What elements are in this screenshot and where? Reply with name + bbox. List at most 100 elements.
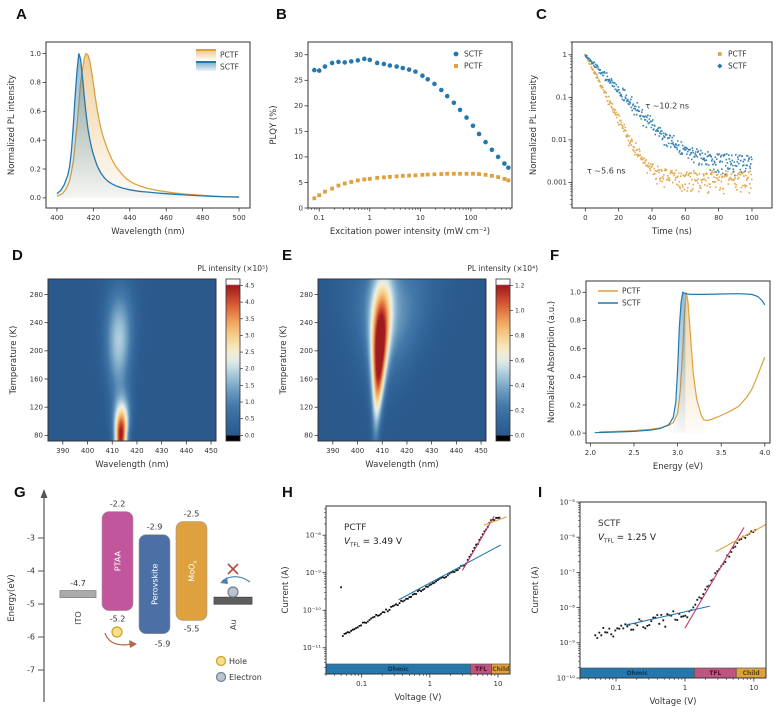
svg-text:0: 0 xyxy=(583,214,587,222)
svg-text:Temperature (K): Temperature (K) xyxy=(9,326,19,396)
svg-text:1.0: 1.0 xyxy=(245,399,255,406)
svg-text:0.5: 0.5 xyxy=(245,416,255,423)
svg-text:VTFL = 3.49 V: VTFL = 3.49 V xyxy=(344,537,403,549)
panel-c: C 0 20 40 60 80 100 1 0.1 0.01 0.001 Time (ns) Norm… xyxy=(520,0,780,245)
svg-text:0.1: 0.1 xyxy=(356,680,367,688)
panel-label-h: H xyxy=(282,484,293,501)
svg-text:0.8: 0.8 xyxy=(30,79,41,87)
svg-text:-2.9: -2.9 xyxy=(147,523,163,532)
svg-text:Wavelength (nm): Wavelength (nm) xyxy=(95,460,168,470)
svg-text:Current (A): Current (A) xyxy=(281,566,291,613)
svg-text:Wavelength (nm): Wavelength (nm) xyxy=(111,227,184,237)
svg-text:4.5: 4.5 xyxy=(245,282,255,289)
svg-text:-2.2: -2.2 xyxy=(110,500,126,509)
svg-text:0.8: 0.8 xyxy=(570,317,581,325)
svg-text:τ ~10.2 ns: τ ~10.2 ns xyxy=(645,101,689,110)
svg-text:420: 420 xyxy=(130,447,143,455)
panel-h: H Ohmic TFL Child 0.1 1 10 10⁻⁸ 10⁻⁹ 10⁻¹⁰ 10⁻¹¹ V… xyxy=(270,480,520,715)
svg-text:120: 120 xyxy=(30,403,43,411)
svg-text:10⁻⁸: 10⁻⁸ xyxy=(306,531,322,539)
svg-text:10⁻⁸: 10⁻⁸ xyxy=(560,604,576,612)
svg-text:-4.7: -4.7 xyxy=(70,579,86,588)
panel-label-c: C xyxy=(536,6,547,23)
svg-text:3.0: 3.0 xyxy=(672,449,683,457)
sclc-chart-sctf: Ohmic TFL Child 0.1 1 10 10⁻⁵ 10⁻⁶ 10⁻⁷ 10⁻⁸ 10⁻⁹ 1… xyxy=(531,498,767,707)
svg-text:-2.5: -2.5 xyxy=(184,510,200,519)
svg-text:15: 15 xyxy=(294,128,303,136)
svg-text:10⁻⁹: 10⁻⁹ xyxy=(560,639,576,647)
svg-text:0.0: 0.0 xyxy=(245,432,255,439)
svg-text:2.0: 2.0 xyxy=(245,366,255,373)
svg-text:τ ~5.6 ns: τ ~5.6 ns xyxy=(587,167,626,176)
svg-text:1: 1 xyxy=(368,214,372,222)
svg-text:Wavelength (nm): Wavelength (nm) xyxy=(365,460,438,470)
svg-text:10: 10 xyxy=(494,680,503,688)
svg-text:-5.5: -5.5 xyxy=(184,625,200,634)
svg-text:0.0: 0.0 xyxy=(30,194,41,202)
panel-label-g: G xyxy=(14,484,26,501)
svg-text:-5.2: -5.2 xyxy=(110,615,126,624)
svg-text:2.5: 2.5 xyxy=(245,349,255,356)
panel-label-a: A xyxy=(16,6,27,23)
svg-text:Au: Au xyxy=(229,619,238,630)
svg-text:1.0: 1.0 xyxy=(30,50,41,58)
svg-text:Normalized PL intensity: Normalized PL intensity xyxy=(7,75,17,175)
svg-text:100: 100 xyxy=(745,214,758,222)
svg-text:0.6: 0.6 xyxy=(30,108,42,116)
svg-text:0.6: 0.6 xyxy=(570,345,582,353)
svg-text:Ohmic: Ohmic xyxy=(627,670,649,677)
absorption-chart: 2.0 2.5 3.0 3.5 4.0 0.0 0.2 0.4 0.6 0.8 1.0 Energy … xyxy=(547,280,771,472)
svg-text:4.0: 4.0 xyxy=(245,299,255,306)
svg-text:3.5: 3.5 xyxy=(245,316,255,323)
svg-text:Energy (eV): Energy (eV) xyxy=(653,462,703,472)
svg-text:MoOx: MoOx xyxy=(188,560,199,582)
svg-text:10: 10 xyxy=(416,214,425,222)
svg-text:430: 430 xyxy=(155,447,168,455)
svg-text:3.5: 3.5 xyxy=(716,449,727,457)
svg-text:-5.9: -5.9 xyxy=(155,640,171,649)
svg-text:240: 240 xyxy=(30,319,43,327)
panel-a: A 400 420 440 460 480 500 0.0 0.2 0.4 0.6 0.8 1.0 Wa… xyxy=(0,0,260,245)
svg-text:0.2: 0.2 xyxy=(515,407,525,414)
svg-text:400: 400 xyxy=(351,447,364,455)
svg-text:PCTF: PCTF xyxy=(344,523,366,533)
svg-text:40: 40 xyxy=(648,214,657,222)
svg-text:450: 450 xyxy=(474,447,487,455)
plqy-chart: 0.1 1 10 100 0 5 10 15 20 25 30 Excitation power in… xyxy=(269,41,513,237)
svg-text:Normalized Absorption (a.u.): Normalized Absorption (a.u.) xyxy=(547,301,557,423)
svg-text:30: 30 xyxy=(294,51,303,59)
svg-text:PTAA: PTAA xyxy=(114,550,123,571)
svg-text:SCTF: SCTF xyxy=(728,62,747,71)
svg-text:2.0: 2.0 xyxy=(585,449,596,457)
svg-text:10⁻⁹: 10⁻⁹ xyxy=(306,569,322,577)
svg-text:0.6: 0.6 xyxy=(515,357,525,364)
svg-text:200: 200 xyxy=(30,347,43,355)
svg-text:120: 120 xyxy=(300,403,313,411)
svg-text:Ohmic: Ohmic xyxy=(388,666,410,673)
svg-text:1.2: 1.2 xyxy=(515,282,525,289)
svg-text:10⁻⁶: 10⁻⁶ xyxy=(560,534,576,542)
svg-text:80: 80 xyxy=(714,214,723,222)
svg-text:80: 80 xyxy=(34,432,43,440)
svg-text:0.0: 0.0 xyxy=(515,432,525,439)
svg-text:SCTF: SCTF xyxy=(598,519,621,529)
svg-text:Electron: Electron xyxy=(229,673,262,682)
svg-text:PCTF: PCTF xyxy=(464,62,483,71)
svg-text:10⁻⁷: 10⁻⁷ xyxy=(560,569,576,577)
svg-text:PL intensity (×10⁴): PL intensity (×10⁴) xyxy=(467,264,538,273)
svg-text:PCTF: PCTF xyxy=(220,51,239,60)
energy-level-diagram: -3 -4 -5 -6 -7 Energy(eV) -4.7 ITO -2.2 PTAA -5.2 -… xyxy=(7,489,262,702)
svg-text:Hole: Hole xyxy=(229,657,247,666)
svg-text:0.0: 0.0 xyxy=(570,429,581,437)
panel-label-b: B xyxy=(276,6,287,23)
svg-text:3.0: 3.0 xyxy=(245,332,255,339)
svg-text:-7: -7 xyxy=(27,666,35,675)
svg-text:20: 20 xyxy=(614,214,623,222)
svg-text:5: 5 xyxy=(299,179,303,187)
temperature-pl-heatmap-sctf: 390 400 410 420 430 440 450 80 120 160 200 240 280 Wa… xyxy=(279,264,538,470)
svg-text:410: 410 xyxy=(106,447,119,455)
svg-text:1: 1 xyxy=(428,680,432,688)
svg-text:0.1: 0.1 xyxy=(556,94,567,102)
svg-text:PL intensity (×10⁵): PL intensity (×10⁵) xyxy=(197,264,268,273)
